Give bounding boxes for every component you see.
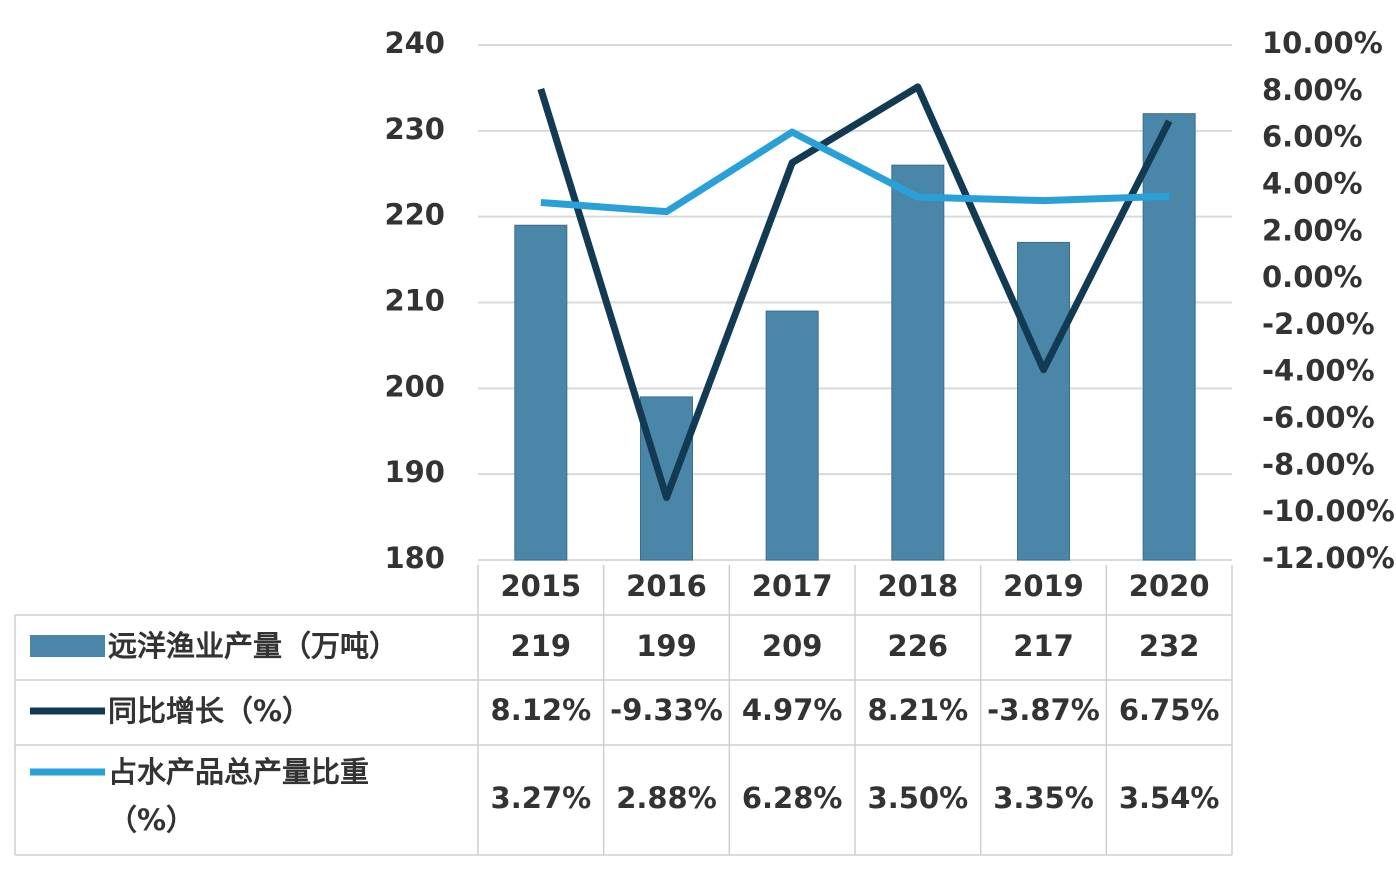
bar xyxy=(765,310,819,561)
y-tick-label: 240 xyxy=(384,26,445,60)
y-tick-label: 200 xyxy=(384,369,445,403)
legend-item-box: 占水产品总产量比重（%） xyxy=(108,755,370,837)
y2-tick-label: 4.00% xyxy=(1262,166,1363,200)
y-tick-label: 190 xyxy=(384,455,445,489)
legend-swatch xyxy=(30,635,105,657)
y2-tick-label: 0.00% xyxy=(1262,260,1363,294)
table-value: 2.88% xyxy=(616,781,717,815)
legend-label: 同比增长（%） xyxy=(108,694,312,728)
y-tick-label: 180 xyxy=(384,541,445,575)
table-value: 199 xyxy=(636,629,697,663)
y2-tick-label: 2.00% xyxy=(1262,213,1363,247)
bar xyxy=(514,224,568,561)
y2-tick-label: 6.00% xyxy=(1262,120,1363,154)
bar xyxy=(1017,241,1070,561)
legend-label: 远洋渔业产量（万吨） xyxy=(108,629,399,663)
y2-tick-label: -4.00% xyxy=(1262,354,1375,388)
table-value: 3.54% xyxy=(1119,781,1220,815)
x-tick-label: 2019 xyxy=(1003,569,1084,603)
x-tick-label: 2018 xyxy=(877,569,958,603)
y2-tick-label: -10.00% xyxy=(1262,494,1395,528)
table-value: 217 xyxy=(1013,629,1074,663)
y2-tick-label: 10.00% xyxy=(1262,26,1383,60)
table-value: -9.33% xyxy=(610,693,723,727)
table-value: 3.50% xyxy=(868,781,969,815)
x-tick-label: 2020 xyxy=(1129,569,1210,603)
y2-tick-label: -8.00% xyxy=(1262,447,1375,481)
table-value: 232 xyxy=(1139,629,1200,663)
x-tick-label: 2017 xyxy=(752,569,833,603)
y2-tick-label: -12.00% xyxy=(1262,541,1395,575)
bar xyxy=(891,164,945,561)
line xyxy=(540,128,1170,216)
table-frame xyxy=(14,614,1232,856)
table-value: 8.12% xyxy=(491,693,592,727)
y2-tick-label: -6.00% xyxy=(1262,401,1375,435)
y-tick-label: 210 xyxy=(384,284,445,318)
y-tick-label: 220 xyxy=(384,198,445,232)
table-value: 8.21% xyxy=(868,693,969,727)
bar xyxy=(640,396,693,561)
legend-item-box: 远洋渔业产量（万吨） xyxy=(108,629,399,663)
x-tick-label: 2015 xyxy=(500,569,581,603)
table-value: 3.27% xyxy=(491,781,592,815)
table-value: 209 xyxy=(762,629,823,663)
table-value: -3.87% xyxy=(987,693,1100,727)
x-tick-label: 2016 xyxy=(626,569,707,603)
table-value: 219 xyxy=(511,629,572,663)
table-value: 226 xyxy=(888,629,949,663)
y2-tick-label: -2.00% xyxy=(1262,307,1375,341)
line xyxy=(537,83,1173,501)
table-value: 6.75% xyxy=(1119,693,1220,727)
table-value: 3.35% xyxy=(993,781,1094,815)
bar xyxy=(1142,113,1196,561)
legend-label: 占水产品总产量比重（%） xyxy=(108,755,370,837)
y-tick-label: 230 xyxy=(384,112,445,146)
y2-tick-label: 8.00% xyxy=(1262,73,1363,107)
legend-item-box: 同比增长（%） xyxy=(108,694,312,728)
table-value: 6.28% xyxy=(742,781,843,815)
table-value: 4.97% xyxy=(742,693,843,727)
